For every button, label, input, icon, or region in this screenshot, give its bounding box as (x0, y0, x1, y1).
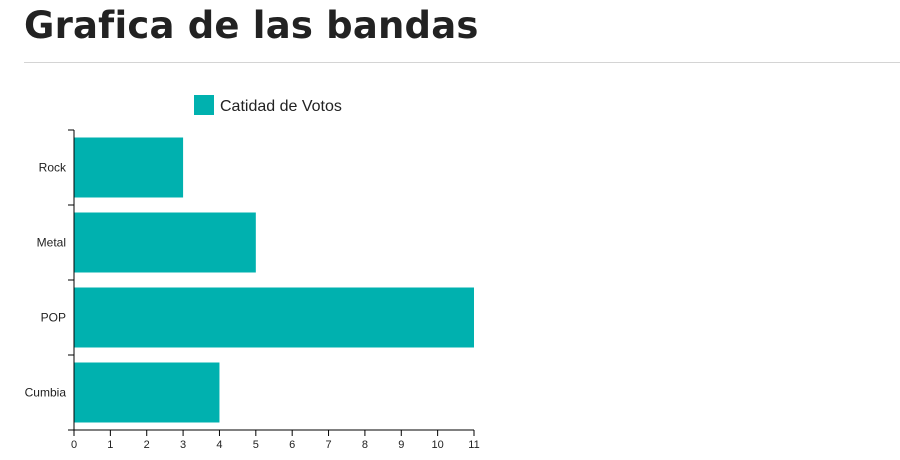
x-tick-label: 11 (468, 439, 479, 451)
x-tick-label: 8 (362, 439, 368, 451)
y-tick-label: POP (41, 311, 66, 325)
legend-label: Catidad de Votos (220, 98, 342, 115)
x-tick-label: 0 (71, 439, 77, 451)
x-tick-label: 1 (107, 439, 113, 451)
x-tick-label: 10 (432, 439, 444, 451)
bar-cumbia (74, 362, 220, 423)
bars (74, 137, 474, 423)
x-tick-label: 6 (289, 439, 295, 451)
title-divider (24, 62, 900, 63)
x-tick-label: 7 (325, 439, 331, 451)
x-axis: 0 1 2 3 4 5 6 7 8 9 10 11 (71, 429, 480, 451)
y-tick-label: Metal (37, 236, 66, 250)
bar-rock (74, 137, 184, 198)
page-title: Grafica de las bandas (24, 4, 479, 47)
legend-swatch (194, 95, 214, 115)
bar-metal (74, 212, 256, 273)
bar-chart: Catidad de Votos Rock Metal POP Cumbia 0 1 2 3… (0, 80, 520, 460)
x-tick-label: 9 (398, 439, 404, 451)
y-axis: Rock Metal POP Cumbia (25, 129, 75, 431)
chart-svg: Catidad de Votos Rock Metal POP Cumbia 0 1 2 3… (25, 95, 480, 451)
y-tick-label: Cumbia (25, 386, 67, 400)
x-tick-label: 2 (144, 439, 150, 451)
legend[interactable]: Catidad de Votos (194, 95, 342, 115)
x-tick-label: 4 (216, 439, 222, 451)
y-tick-label: Rock (39, 161, 67, 175)
x-tick-label: 3 (180, 439, 186, 451)
bar-pop (74, 287, 474, 348)
x-tick-label: 5 (253, 439, 259, 451)
